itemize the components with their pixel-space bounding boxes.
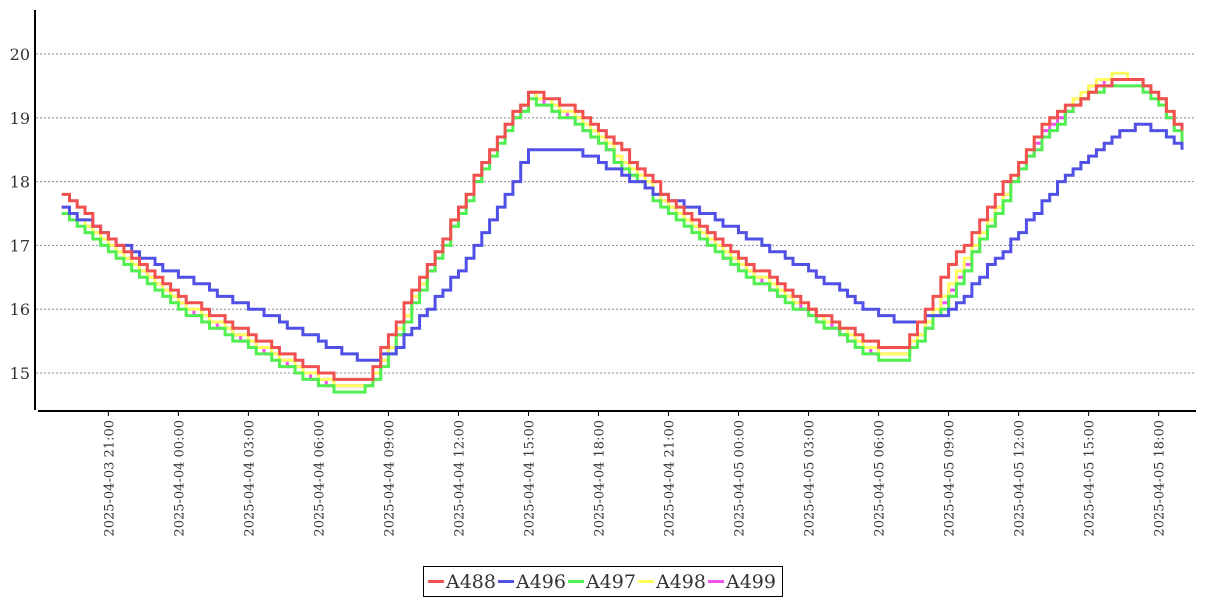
x-tick-label: 2025-04-03 21:00: [102, 420, 117, 537]
y-tick-label: 19: [10, 109, 30, 128]
series-line-a498: [61, 71, 1184, 388]
legend-label: A499: [726, 570, 776, 593]
legend-swatch: [498, 580, 514, 583]
legend-item-a497: A497: [568, 571, 636, 593]
legend-item-a488: A488: [428, 571, 496, 593]
x-tick-label: 2025-04-05 12:00: [1013, 420, 1028, 537]
x-tick-label: 2025-04-04 03:00: [242, 420, 257, 537]
legend-swatch: [638, 580, 654, 583]
legend-swatch: [708, 580, 724, 583]
legend-swatch: [428, 580, 444, 583]
x-tick-label: 2025-04-04 12:00: [452, 420, 467, 537]
x-tick-label: 2025-04-05 15:00: [1083, 420, 1098, 537]
series-lines: [61, 71, 1184, 394]
x-tick-label: 2025-04-04 00:00: [172, 420, 187, 537]
y-tick-label: 15: [10, 364, 30, 383]
legend-label: A498: [656, 570, 706, 593]
x-tick-label: 2025-04-04 06:00: [312, 420, 327, 537]
x-tick-label: 2025-04-04 09:00: [382, 420, 397, 537]
x-tick-label: 2025-04-05 09:00: [943, 420, 958, 537]
legend-swatch: [568, 580, 584, 583]
grid-lines: [36, 53, 1196, 374]
x-tick-label: 2025-04-05 06:00: [873, 420, 888, 537]
legend-label: A488: [446, 570, 496, 593]
legend-label: A496: [516, 570, 566, 593]
legend-item-a498: A498: [638, 571, 706, 593]
series-line-a488: [61, 78, 1184, 381]
legend-item-a499: A499: [708, 571, 776, 593]
legend: A488 A496 A497 A498 A499: [423, 566, 783, 597]
x-tick-label: 2025-04-04 21:00: [663, 420, 678, 537]
series-line-a499: [61, 78, 1184, 388]
x-tick-label: 2025-04-05 03:00: [803, 420, 818, 537]
legend-item-a496: A496: [498, 571, 566, 593]
x-tick-label: 2025-04-04 15:00: [522, 420, 537, 537]
y-axis-ticks: 15 16 17 18 19 20: [10, 45, 30, 383]
x-axis-ticks: 2025-04-03 21:00 2025-04-04 00:00 2025-04-…: [102, 411, 1168, 537]
series-line-a496: [61, 122, 1184, 362]
y-tick-label: 17: [10, 236, 30, 255]
x-tick-label: 2025-04-05 18:00: [1153, 420, 1168, 537]
y-tick-label: 18: [10, 173, 30, 192]
y-tick-label: 20: [10, 45, 30, 64]
x-tick-label: 2025-04-05 00:00: [733, 420, 748, 537]
legend-label: A497: [586, 570, 636, 593]
y-tick-label: 16: [10, 300, 30, 319]
x-tick-label: 2025-04-04 18:00: [592, 420, 607, 537]
